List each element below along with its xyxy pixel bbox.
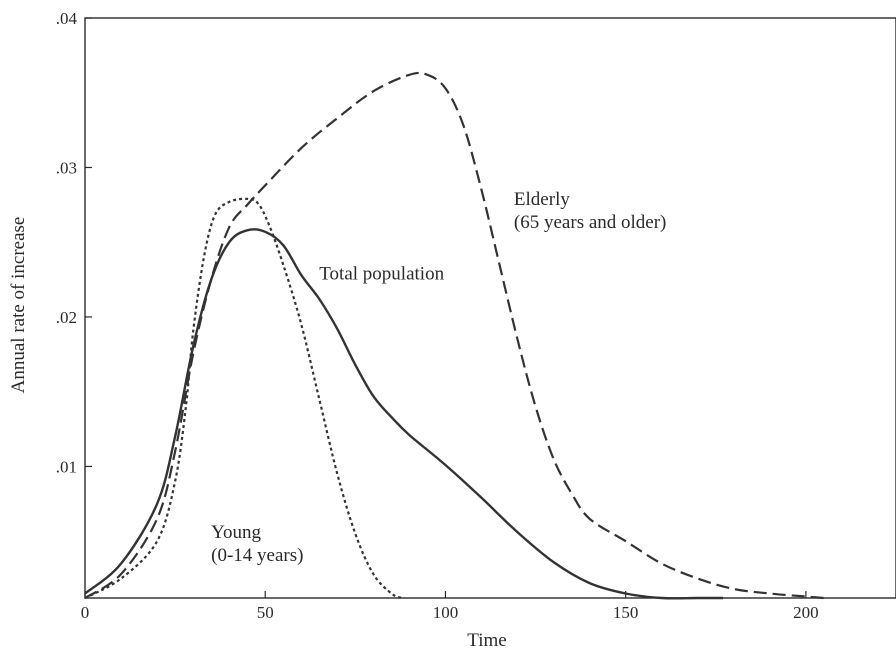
annotation-total: Total population <box>319 264 444 285</box>
plot-frame <box>84 17 896 599</box>
y-axis-title: Annual rate of increase <box>8 217 29 394</box>
y-tick-label: .04 <box>56 9 78 28</box>
annotation-elderly: Elderly <box>514 189 570 210</box>
x-tick-label: 0 <box>81 603 90 622</box>
annotations-group: Total population Young(0-14 years) Elderly… <box>211 189 666 566</box>
x-tick-label: 200 <box>793 603 819 622</box>
x-axis-ticks: 0 50 100 150 200 <box>81 591 819 622</box>
x-tick-label: 50 <box>257 603 274 622</box>
y-tick-label: .03 <box>56 158 77 177</box>
series-group <box>84 71 824 600</box>
y-tick-label: .02 <box>56 308 77 327</box>
x-tick-label: 150 <box>613 603 639 622</box>
annotation-young: Young <box>211 522 261 543</box>
x-axis-title: Time <box>467 630 506 651</box>
annotation-young: (0-14 years) <box>211 545 303 566</box>
y-tick-label: .01 <box>56 457 77 476</box>
series-line-total <box>84 228 723 600</box>
annotation-elderly: (65 years and older) <box>514 212 666 233</box>
x-tick-label: 100 <box>433 603 459 622</box>
series-line-elderly <box>84 71 824 600</box>
y-axis-ticks: .01 .02 .03 .04 <box>56 9 92 476</box>
